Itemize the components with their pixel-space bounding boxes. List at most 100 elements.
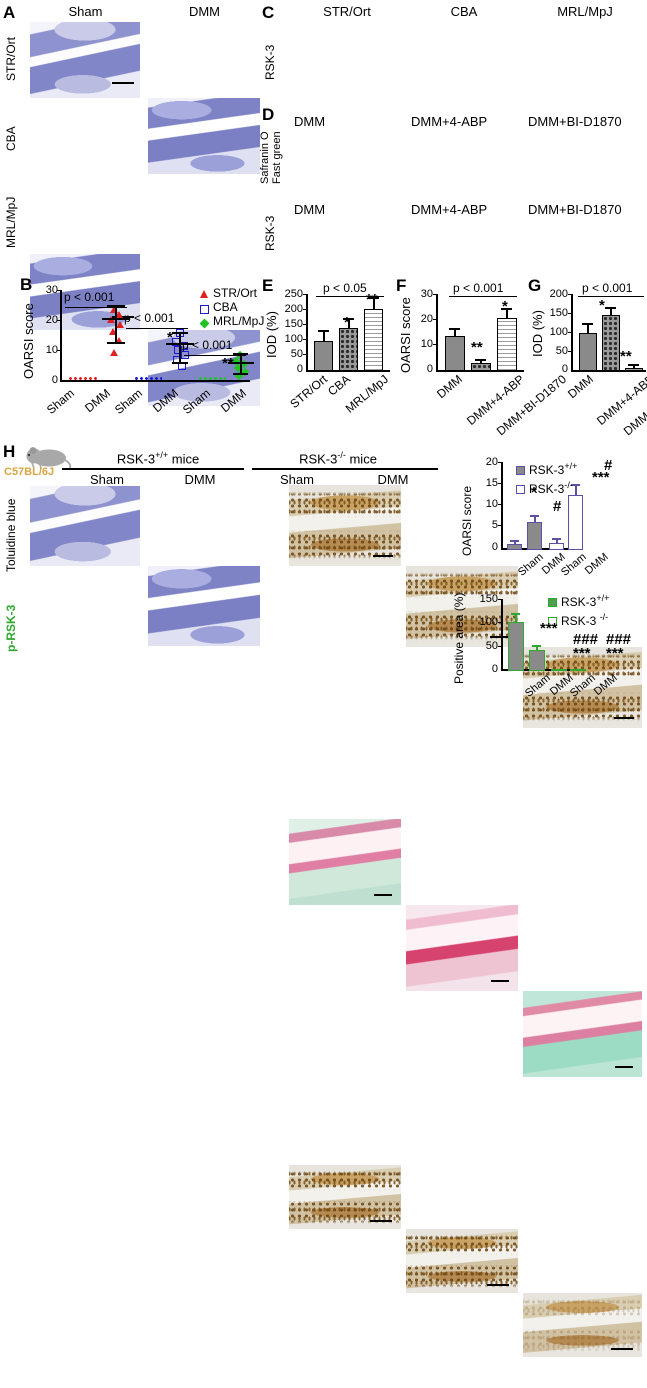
panel-b-ytick-30: 30 <box>45 284 58 296</box>
panel-h-posarea-legend-label-ko: RSK-3 -/- <box>561 612 609 628</box>
panel-h-posarea-ytick-50: 50 <box>485 640 498 652</box>
panel-b-sig-mrl: ** <box>222 355 234 372</box>
panel-b-sig-cba: * <box>167 329 173 346</box>
panel-h-posarea-bar-sham-ko <box>551 669 567 671</box>
panel-b-ylabel: OARSI score <box>21 303 36 379</box>
panel-e-plot-area: 250 200 150 100 50 0 <box>280 288 390 382</box>
panel-e-bar-mrl-mpj <box>364 309 383 371</box>
panel-h-oarsi-ytick-0: 0 <box>491 541 498 553</box>
panel-e-ytick-200: 200 <box>284 303 303 315</box>
legend-swatch-ko <box>516 485 525 495</box>
panel-d-row-label-rsk3: RSK-3 <box>263 215 277 251</box>
panel-h-row-label-toluidine: Toluidine blue <box>4 498 18 572</box>
panel-d-caption-safranin-dmm-bid1870: DMM+BI-D1870 <box>528 114 622 129</box>
panel-g-ytick-150: 150 <box>549 307 568 319</box>
panel-h-col-header-sham-wt: Sham <box>90 472 124 487</box>
panel-f-sig-bid1870: * <box>502 298 508 315</box>
panel-h-posarea-ylabel: Positive area (%) <box>452 592 466 684</box>
panel-h-posarea-bar-dmm-ko <box>570 669 586 671</box>
panel-h-posarea-sig-sham-ko-hash: ### <box>573 631 599 648</box>
panel-h-posarea-legend-label-wt: RSK-3+/+ <box>561 593 610 609</box>
panel-h-group-header-wt: RSK-3+/+ mice <box>116 450 200 467</box>
panel-b-legend-label-1: CBA <box>213 300 238 314</box>
panel-e-ytick-0: 0 <box>296 363 303 375</box>
panel-c-col-header-mrl-mpj: MRL/MpJ <box>557 4 613 19</box>
panel-h-oarsi-legend-label-wt: RSK-3+/+ <box>529 461 578 477</box>
panel-c-row-label-rsk3: RSK-3 <box>263 44 277 80</box>
panel-h-strain-label: C57BL/6J <box>4 466 55 478</box>
panel-b-pvalue-2: p < 0.001 <box>124 311 175 325</box>
panel-b-ytick-10: 10 <box>45 344 58 356</box>
panel-h-oarsi-ylabel: OARSI score <box>460 485 474 557</box>
panel-h-oarsi-ytick-5: 5 <box>491 519 498 531</box>
panel-h-oarsi-ytick-20: 20 <box>485 456 498 468</box>
panel-e-ytick-250: 250 <box>284 288 303 300</box>
panel-a-image-str-ort-dmm <box>148 98 260 174</box>
panel-g-bar-dmm <box>579 333 597 371</box>
panel-h-oarsi-ytick-10: 10 <box>485 498 498 510</box>
panel-h-posarea-legend: RSK-3+/+ RSK-3 -/- <box>548 591 609 629</box>
panel-b-ytick-0: 0 <box>51 374 58 386</box>
panel-b-points-mrl-sham <box>198 376 226 382</box>
panel-h-oarsi-bar-sham-wt <box>507 544 522 550</box>
panel-e-ytick-150: 150 <box>284 318 303 330</box>
panel-d-row-label-safranin: Safranin O Fast green <box>259 131 283 185</box>
panel-a-row-label-str-ort: STR/Ort <box>4 37 18 81</box>
panel-e-bar-cba <box>339 328 358 371</box>
panel-d-image-rsk3-dmm <box>289 1165 401 1229</box>
legend-marker-triangle <box>200 290 208 298</box>
panel-g-sig-4abp: * <box>599 297 605 314</box>
panel-g-bar-dmm-4abp <box>602 314 620 371</box>
panel-f-sig-4abp: ** <box>471 339 483 356</box>
panel-g-ytick-100: 100 <box>549 326 568 338</box>
panel-e-ylabel: IOD (%) <box>264 311 279 359</box>
panel-a-image-mrl-mpj-sham <box>30 486 140 566</box>
panel-letter-a: A <box>3 3 16 22</box>
panel-b-pvalue-3: p < 0.001 <box>182 338 233 352</box>
panel-f-ytick-0: 0 <box>426 363 433 375</box>
legend-marker-diamond <box>199 318 210 329</box>
panel-d-image-rsk3-dmm-4abp <box>406 1229 518 1293</box>
panel-g-ytick-50: 50 <box>555 345 568 357</box>
panel-h-oarsi-sig-dmm-ko-stars: *** <box>592 469 610 486</box>
panel-f-ytick-20: 20 <box>420 313 433 325</box>
panel-e-ytick-100: 100 <box>284 333 303 345</box>
panel-h-posarea-ytick-100: 100 <box>479 616 498 628</box>
panel-letter-b: B <box>20 275 33 294</box>
panel-h-oarsi-legend-label-ko: RSK-3-/- <box>529 480 573 496</box>
panel-a-row-label-cba: CBA <box>4 126 18 152</box>
mouse-icon <box>26 447 72 470</box>
panel-letter-d: D <box>262 105 275 124</box>
panel-h-oarsi-sig-dmm-ko-hash: # <box>604 457 613 474</box>
panel-letter-c: C <box>262 3 275 22</box>
panel-b-legend-label-2: MRL/MpJ <box>213 314 265 328</box>
panel-letter-h: H <box>3 442 16 461</box>
panel-f-bar-dmm <box>445 335 465 371</box>
panel-h-group-header-ko: RSK-3-/- mice <box>299 450 377 467</box>
panel-c-image-str-ort <box>289 485 401 566</box>
panel-h-oarsi-bar-dmm-ko <box>568 495 583 550</box>
panel-g-ytick-0: 0 <box>561 363 568 375</box>
panel-f-ytick-10: 10 <box>420 338 433 350</box>
panel-a-col-header-dmm: DMM <box>188 4 221 19</box>
panel-d-image-safranin-dmm-4abp <box>406 905 518 991</box>
panel-letter-g: G <box>528 276 542 295</box>
panel-b-legend: STR/Ort CBA MRL/MpJ <box>199 286 265 329</box>
panel-a-col-header-sham: Sham <box>68 4 103 19</box>
panel-c-image-cba <box>406 566 518 647</box>
panel-h-col-header-dmm-ko: DMM <box>377 472 409 487</box>
panel-a-image-str-ort-sham <box>30 22 140 98</box>
panel-f-xtick-2: DMM+BI-D1870 <box>493 372 569 439</box>
panel-e-pvalue: p < 0.05 <box>323 281 367 295</box>
panel-h-oarsi-ytick-15: 15 <box>485 477 498 489</box>
panel-h-oarsi-bar-sham-ko <box>549 543 564 550</box>
panel-g-pvalue: p < 0.001 <box>582 281 633 295</box>
panel-f-pvalue: p < 0.001 <box>453 281 504 295</box>
panel-h-posarea-sig-dmm-ko-hash: ### <box>606 631 632 648</box>
panel-d-image-rsk3-dmm-bid1870 <box>523 1293 642 1357</box>
panel-e-sig-cba: * <box>344 314 350 331</box>
panel-h-row-label-prsk3: p-RSK-3 <box>4 604 18 652</box>
panel-e-sig-mrl: ** <box>366 291 378 308</box>
panel-b-points-cba-sham <box>134 376 162 382</box>
panel-g-plot-area: 200 150 100 50 0 <box>546 288 646 382</box>
